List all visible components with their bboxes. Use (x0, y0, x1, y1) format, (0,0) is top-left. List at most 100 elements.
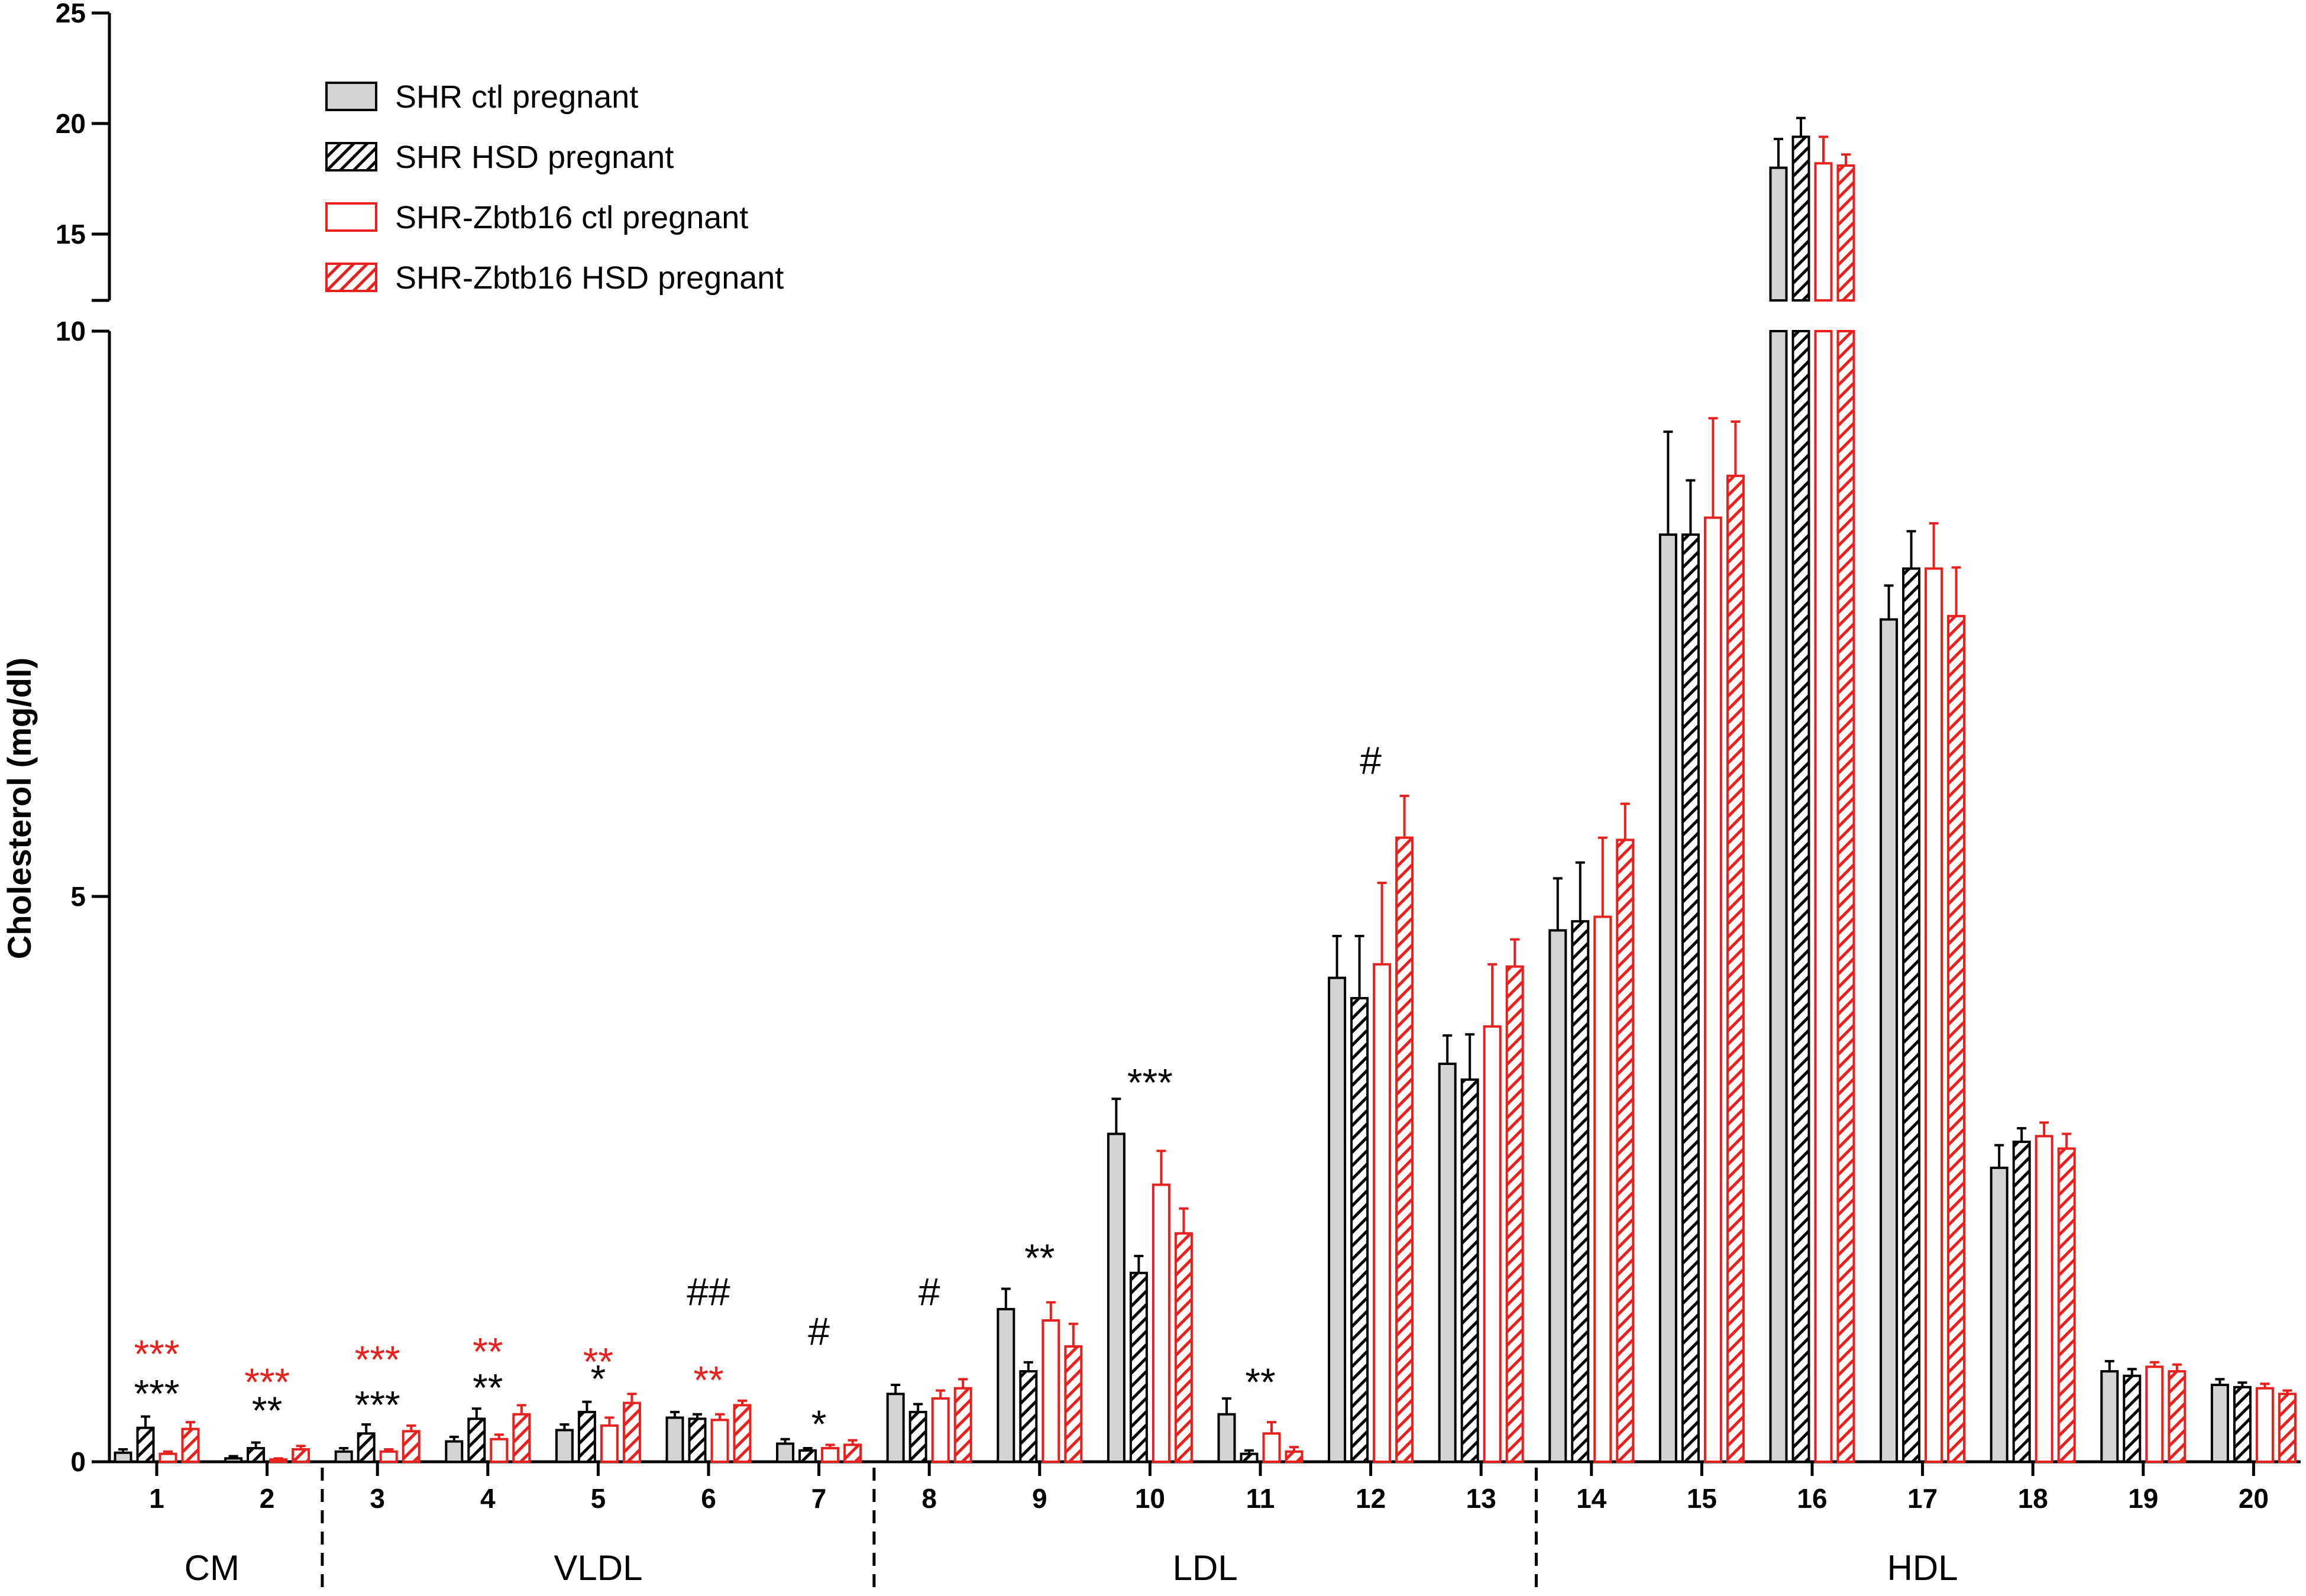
bar (357, 1432, 376, 1463)
bar (1814, 330, 1833, 1463)
bar (2168, 1370, 2187, 1464)
significance-annotation: ** (473, 1366, 503, 1410)
bar (1395, 836, 1414, 1463)
bar (1107, 1132, 1125, 1463)
x-tick-label: 10 (1135, 1483, 1165, 1514)
bar (1703, 516, 1722, 1463)
y-tick-label: 15 (56, 219, 86, 250)
bar (1262, 1432, 1281, 1463)
bar (379, 1450, 398, 1463)
x-tick-label: 3 (370, 1483, 385, 1514)
bar (2123, 1374, 2142, 1463)
bar (1042, 1319, 1060, 1463)
x-tick-label: 12 (1356, 1483, 1386, 1514)
bar (1681, 533, 1700, 1463)
group-label: CM (185, 1548, 240, 1588)
bar (1769, 330, 1788, 1463)
x-tick-label: 11 (1246, 1483, 1275, 1514)
bar (1593, 915, 1612, 1463)
legend-swatch (325, 263, 377, 292)
bar (908, 1410, 927, 1464)
significance-annotation: ** (693, 1358, 723, 1401)
significance-annotation: ** (583, 1340, 613, 1384)
y-tick-label: 25 (56, 0, 86, 28)
y-tick-label: 0 (70, 1446, 86, 1477)
bar (710, 1419, 729, 1464)
bar (2145, 1365, 2164, 1464)
x-tick-label: 19 (2128, 1483, 2158, 1514)
bar (1791, 330, 1810, 1463)
legend-label: SHR HSD pregnant (395, 140, 674, 175)
bar (114, 1451, 132, 1464)
bar (622, 1401, 641, 1463)
bar (1658, 533, 1677, 1463)
legend-swatch (325, 142, 377, 171)
y-tick-label: 20 (56, 108, 86, 139)
significance-annotation: # (918, 1270, 940, 1313)
significance-annotation: ** (1245, 1360, 1275, 1404)
bar (1174, 1232, 1193, 1463)
legend-label: SHR ctl pregnant (395, 79, 638, 115)
significance-annotation: *** (355, 1338, 400, 1381)
bar (798, 1449, 817, 1463)
bar (1328, 976, 1347, 1463)
bar (1240, 1452, 1259, 1463)
bar (843, 1443, 862, 1464)
bar (776, 1442, 795, 1463)
bar (1350, 997, 1369, 1463)
bar (1019, 1370, 1038, 1464)
bar (467, 1417, 486, 1463)
bar (1836, 330, 1855, 1463)
bar (2210, 1383, 2229, 1463)
bar (997, 1307, 1015, 1463)
significance-annotation: *** (244, 1360, 290, 1404)
group-label: HDL (1887, 1548, 1958, 1588)
bar (1571, 920, 1590, 1463)
bar (688, 1417, 707, 1463)
bar (2233, 1385, 2252, 1464)
bar (733, 1404, 752, 1463)
bar-upper-segment (1791, 135, 1810, 302)
x-tick-label: 9 (1032, 1483, 1047, 1514)
bar (1505, 965, 1524, 1463)
bar (1880, 618, 1899, 1463)
legend-label: SHR-Zbtb16 HSD pregnant (395, 260, 784, 296)
significance-annotation: * (591, 1357, 606, 1400)
bar (1947, 614, 1966, 1463)
bar (247, 1447, 266, 1463)
bar-upper-segment (1769, 166, 1788, 302)
bar (334, 1450, 353, 1463)
bar (1438, 1062, 1457, 1463)
bar (181, 1427, 200, 1463)
significance-annotation: # (1360, 739, 1382, 782)
bar (665, 1416, 684, 1463)
bar (2100, 1370, 2119, 1464)
significance-annotation: ** (252, 1388, 282, 1432)
significance-annotation: # (808, 1309, 830, 1353)
bar (1902, 567, 1921, 1463)
y-tick-label: 10 (56, 316, 86, 347)
bar (600, 1424, 619, 1463)
bar (292, 1448, 311, 1464)
bar (1460, 1078, 1479, 1463)
legend-swatch (325, 82, 377, 111)
x-tick-label: 13 (1466, 1483, 1496, 1514)
significance-annotation: ** (1024, 1236, 1055, 1280)
x-tick-label: 6 (701, 1483, 716, 1514)
x-tick-label: 7 (811, 1483, 827, 1514)
bar (1373, 963, 1392, 1463)
x-tick-label: 1 (149, 1483, 164, 1514)
bar (490, 1438, 509, 1464)
bar (269, 1458, 288, 1464)
bar (2278, 1393, 2297, 1464)
bar (2255, 1387, 2274, 1463)
significance-annotation: *** (355, 1383, 400, 1426)
bar (1616, 839, 1635, 1463)
bar (1548, 929, 1567, 1463)
bar-upper-segment (1814, 162, 1833, 302)
bar (2035, 1135, 2053, 1463)
bar (886, 1393, 905, 1464)
bar (577, 1410, 596, 1464)
legend: SHR ctl pregnant SHR HSD pregnant SHR-Zbtb… (325, 79, 784, 296)
x-tick-label: 16 (1797, 1483, 1827, 1514)
